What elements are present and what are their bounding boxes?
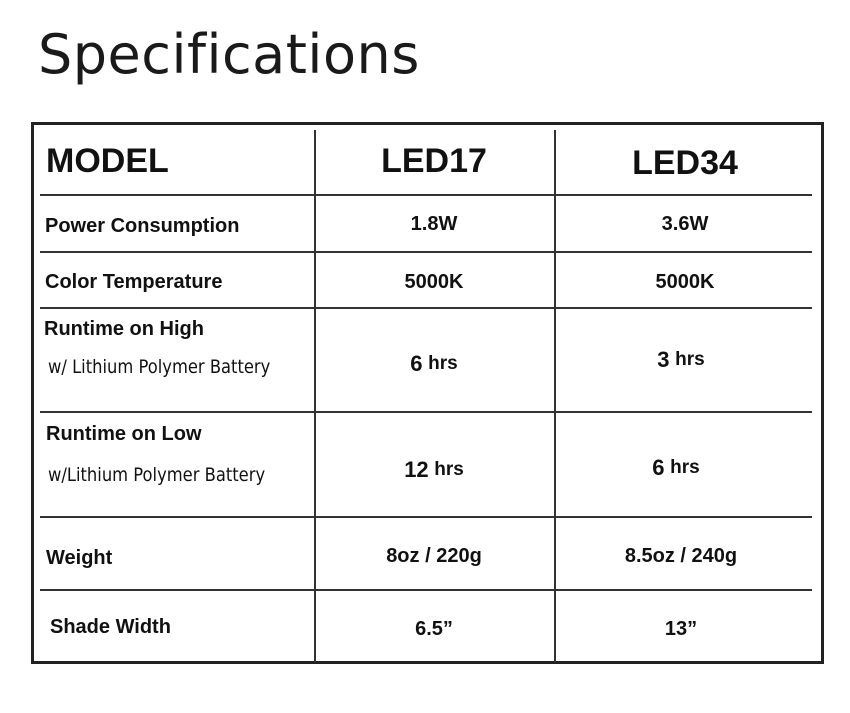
color-temp-led34: 5000K — [655, 270, 715, 293]
row-label-shade-width: Shade Width — [50, 615, 171, 638]
page-title: Specifications — [38, 23, 420, 86]
runtime-value: 6 — [652, 455, 665, 480]
runtime-high-led17: 6 hrs — [314, 346, 554, 382]
runtime-value: 3 — [657, 347, 670, 372]
header-model-label: MODEL — [46, 141, 169, 180]
row-divider — [40, 411, 812, 413]
runtime-high-led34: 3 hrs — [556, 342, 806, 378]
row-label-runtime-low: Runtime on Low — [46, 422, 202, 445]
runtime-unit: hrs — [670, 457, 700, 478]
runtime-value: 6 — [410, 351, 423, 376]
row-label-power: Power Consumption — [45, 214, 240, 237]
power-led17: 1.8W — [410, 212, 458, 235]
row-label-runtime-high: Runtime on High — [44, 317, 204, 340]
column-divider — [314, 130, 316, 662]
runtime-unit: hrs — [434, 459, 464, 480]
power-led34: 3.6W — [661, 212, 709, 235]
row-divider — [40, 307, 812, 309]
runtime-unit: hrs — [675, 349, 705, 370]
runtime-low-led17: 12 hrs — [314, 452, 554, 488]
row-divider — [40, 251, 812, 253]
header-led34: LED34 — [632, 143, 738, 182]
runtime-value: 12 — [404, 457, 429, 482]
weight-led17: 8oz / 220g — [386, 544, 482, 567]
sublabel-text: w/ Lithium Polymer Battery — [48, 356, 271, 378]
shade-width-led34: 13” — [664, 617, 698, 640]
row-divider — [40, 516, 812, 518]
color-temp-led17: 5000K — [404, 270, 464, 293]
row-label-color-temp: Color Temperature — [45, 270, 223, 293]
runtime-low-led34: 6 hrs — [556, 450, 796, 486]
row-divider — [40, 194, 812, 196]
weight-led34: 8.5oz / 240g — [624, 544, 738, 567]
row-sublabel-runtime-low: w/Lithium Polymer Battery — [48, 460, 300, 490]
specifications-table — [31, 122, 824, 664]
row-label-weight: Weight — [46, 546, 113, 569]
row-sublabel-runtime-high: w/ Lithium Polymer Battery — [48, 352, 307, 382]
header-led17: LED17 — [381, 141, 487, 180]
shade-width-led17: 6.5” — [415, 617, 453, 640]
column-divider — [554, 130, 556, 662]
runtime-unit: hrs — [428, 353, 458, 374]
sublabel-text: w/Lithium Polymer Battery — [48, 464, 266, 486]
row-divider — [40, 589, 812, 591]
